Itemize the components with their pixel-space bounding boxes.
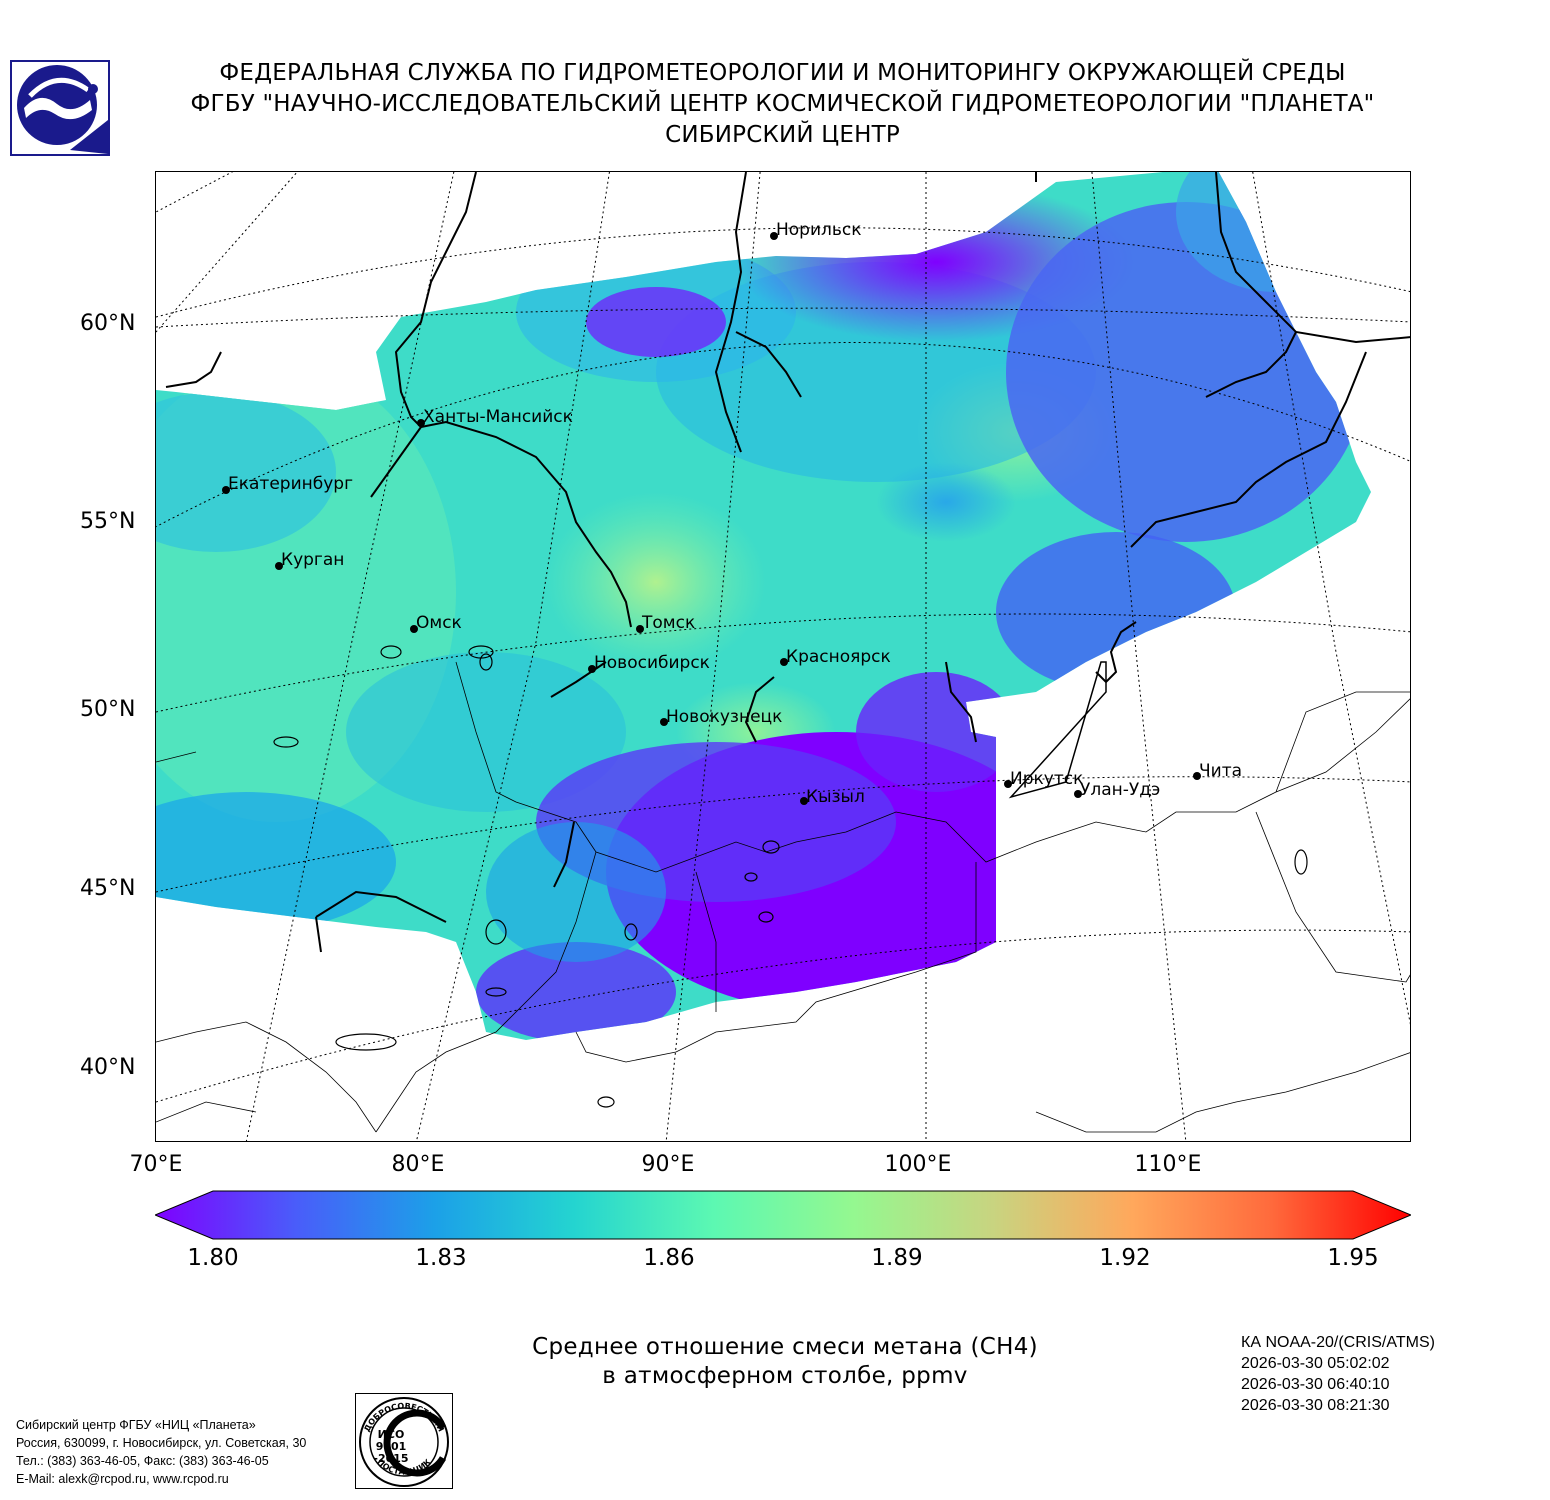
city-kurgan: Курган bbox=[275, 550, 344, 570]
pass-time-3: 2026-03-30 08:21:30 bbox=[1241, 1397, 1390, 1414]
roshydromet-logo bbox=[10, 60, 110, 156]
svg-text:Кызыл: Кызыл bbox=[806, 787, 865, 807]
iso-line-2: 9001 bbox=[376, 1440, 407, 1453]
methane-map: Норильск Ханты-Мансийск Екатеринбург Кур… bbox=[156, 172, 1410, 1141]
contact-footer: Сибирский центр ФГБУ «НИЦ «Планета» Росс… bbox=[16, 1416, 306, 1488]
footer-phone: Тел.: (383) 363-46-05, Факс: (383) 363-4… bbox=[16, 1454, 269, 1468]
svg-text:Новосибирск: Новосибирск bbox=[594, 653, 710, 673]
svg-text:Курган: Курган bbox=[281, 550, 344, 570]
colorbar-tick-1: 1.80 bbox=[187, 1245, 239, 1271]
city-tomsk: Томск bbox=[636, 613, 695, 633]
satellite-info: КА NOAA-20/(CRIS/ATMS) 2026-03-30 05:02:… bbox=[1241, 1332, 1435, 1416]
lat-label-55: 55°N bbox=[80, 509, 136, 534]
city-khanty-mansiysk: Ханты-Мансийск bbox=[417, 407, 573, 427]
svg-text:Улан-Удэ: Улан-Удэ bbox=[1080, 780, 1160, 800]
city-irkutsk: Иркутск bbox=[1004, 769, 1083, 789]
colorbar-tick-5: 1.92 bbox=[1099, 1245, 1151, 1271]
caption-line-2: в атмосферном столбе, ppmv bbox=[602, 1363, 968, 1389]
city-omsk: Омск bbox=[410, 613, 462, 633]
svg-text:Чита: Чита bbox=[1199, 761, 1242, 781]
city-markers: Норильск Ханты-Мансийск Екатеринбург Кур… bbox=[222, 220, 1242, 807]
footer-address: Россия, 630099, г. Новосибирск, ул. Сове… bbox=[16, 1436, 307, 1450]
colorbar-tick-2: 1.83 bbox=[415, 1245, 467, 1271]
organization-header: ФЕДЕРАЛЬНАЯ СЛУЖБА ПО ГИДРОМЕТЕОРОЛОГИИ … bbox=[130, 58, 1435, 151]
city-ekaterinburg: Екатеринбург bbox=[222, 474, 353, 494]
header-line-1: ФЕДЕРАЛЬНАЯ СЛУЖБА ПО ГИДРОМЕТЕОРОЛОГИИ … bbox=[219, 60, 1346, 86]
pass-time-1: 2026-03-30 05:02:02 bbox=[1241, 1355, 1390, 1372]
svg-text:Екатеринбург: Екатеринбург bbox=[228, 474, 353, 494]
lon-label-80: 80°E bbox=[391, 1152, 445, 1177]
colorbar-tick-4: 1.89 bbox=[871, 1245, 923, 1271]
lon-label-100: 100°E bbox=[884, 1152, 952, 1177]
city-novosibirsk: Новосибирск bbox=[588, 653, 710, 673]
svg-text:Томск: Томск bbox=[641, 613, 695, 633]
colorbar-body bbox=[155, 1190, 1411, 1240]
lon-label-70: 70°E bbox=[129, 1152, 183, 1177]
lat-label-50: 50°N bbox=[80, 697, 136, 722]
city-kyzyl: Кызыл bbox=[800, 787, 865, 807]
lat-label-40: 40°N bbox=[80, 1055, 136, 1080]
borders bbox=[156, 661, 1410, 1133]
city-norilsk: Норильск bbox=[770, 220, 862, 240]
lon-label-110: 110°E bbox=[1134, 1152, 1202, 1177]
caption-line-1: Среднее отношение смеси метана (CH4) bbox=[532, 1334, 1038, 1360]
map-caption: Среднее отношение смеси метана (CH4) в а… bbox=[440, 1333, 1130, 1391]
lon-label-90: 90°E bbox=[641, 1152, 695, 1177]
colorbar-tick-3: 1.86 bbox=[643, 1245, 695, 1271]
iso-9001-stamp-icon: ДОБРОСОВЕСТНЫЙ ПОСТАВЩИК ИСО 9001 -2015 bbox=[355, 1393, 453, 1489]
header-line-3: СИБИРСКИЙ ЦЕНТР bbox=[665, 122, 900, 148]
pass-time-2: 2026-03-30 06:40:10 bbox=[1241, 1376, 1390, 1393]
city-krasnoyarsk: Красноярск bbox=[780, 647, 891, 667]
lake-baikal bbox=[1008, 661, 1107, 799]
iso-line-1: ИСО bbox=[378, 1428, 405, 1441]
rivers bbox=[165, 172, 1410, 953]
satellite-name: КА NOAA-20/(CRIS/ATMS) bbox=[1241, 1334, 1435, 1351]
footer-email: E-Mail: alexk@rcpod.ru, www.rcpod.ru bbox=[16, 1472, 229, 1486]
footer-org: Сибирский центр ФГБУ «НИЦ «Планета» bbox=[16, 1418, 256, 1432]
lat-label-60: 60°N bbox=[80, 311, 136, 336]
svg-text:Новокузнецк: Новокузнецк bbox=[666, 707, 782, 727]
map-panel: Норильск Ханты-Мансийск Екатеринбург Кур… bbox=[155, 171, 1411, 1142]
city-chita: Чита bbox=[1193, 761, 1242, 781]
header-line-2: ФГБУ "НАУЧНО-ИССЛЕДОВАТЕЛЬСКИЙ ЦЕНТР КОС… bbox=[190, 91, 1375, 117]
svg-text:Норильск: Норильск bbox=[776, 220, 862, 240]
city-novokuznetsk: Новокузнецк bbox=[660, 707, 782, 727]
svg-text:Омск: Омск bbox=[416, 613, 462, 633]
svg-text:Иркутск: Иркутск bbox=[1010, 769, 1083, 789]
methane-field bbox=[156, 172, 1371, 1040]
svg-text:Ханты-Мансийск: Ханты-Мансийск bbox=[423, 407, 573, 427]
svg-text:Красноярск: Красноярск bbox=[786, 647, 891, 667]
lakes bbox=[273, 645, 1308, 1108]
colorbar bbox=[155, 1190, 1411, 1240]
iso-line-3: -2015 bbox=[373, 1452, 408, 1465]
lat-label-45: 45°N bbox=[80, 876, 136, 901]
city-ulan-ude: Улан-Удэ bbox=[1074, 780, 1160, 800]
colorbar-tick-6: 1.95 bbox=[1327, 1245, 1379, 1271]
